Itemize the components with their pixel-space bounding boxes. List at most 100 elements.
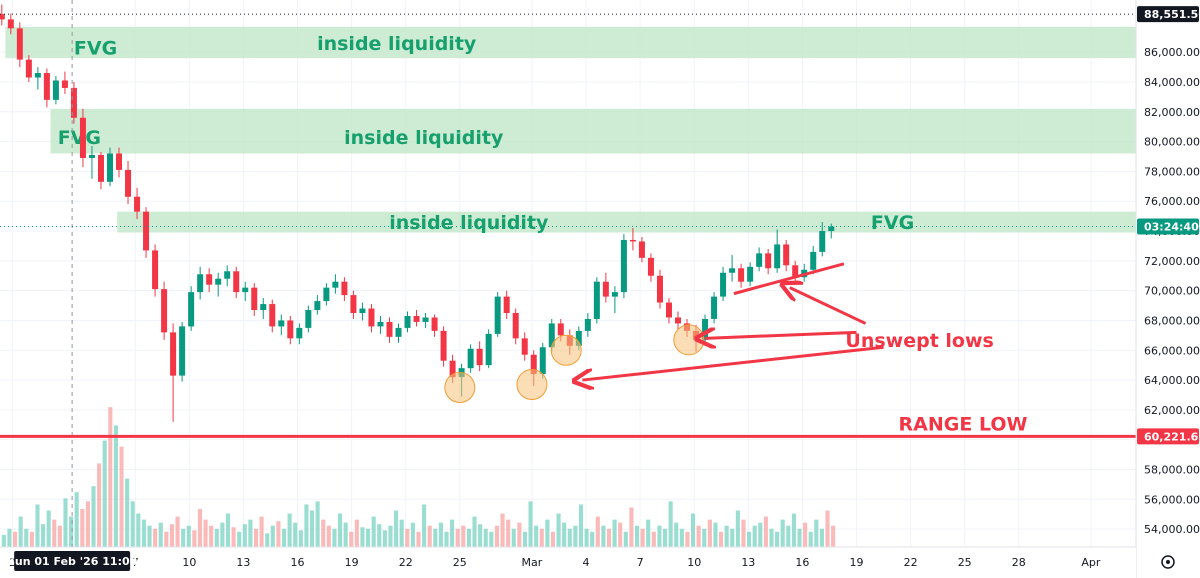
volume-bar: [707, 519, 712, 547]
volume-bar: [690, 513, 696, 547]
time-tick-label: 25: [453, 556, 467, 569]
crosshair-date-label: Sun 01 Feb '26 11:00: [7, 555, 138, 568]
volume-bar: [24, 528, 29, 547]
candle-body: [287, 320, 294, 339]
time-tick-label: 19: [345, 556, 359, 569]
volume-bar: [612, 519, 617, 547]
volume-bar: [797, 528, 802, 547]
candle-body: [440, 330, 447, 361]
crosshair-date-tag: [14, 551, 131, 571]
candle-body: [819, 231, 826, 252]
volume-bar: [276, 521, 281, 547]
volume-bar: [130, 501, 135, 547]
annotation-arrow: [790, 288, 867, 325]
zone-label: inside liquidity: [389, 212, 549, 234]
volume-bar: [629, 507, 634, 547]
time-axis[interactable]: 2 7 10 13 16 19 22 25 Mar 4 7 10 13 16 19 22 25 28 Apr Sun …: [0, 546, 1175, 578]
price-axis[interactable]: 54,000.0056,000.0058,000.0060,000.0062,0…: [1135, 0, 1200, 578]
price-tick-label: 62,000.00: [1144, 404, 1200, 417]
volume-bar: [203, 519, 208, 547]
candle-body: [792, 265, 799, 278]
candle-body: [828, 226, 835, 232]
time-tick-label: 28: [1012, 556, 1026, 569]
volume-bar: [595, 516, 600, 547]
crosshair: [0, 0, 1136, 547]
volume-bar: [545, 519, 550, 547]
volume-bar: [225, 513, 231, 547]
candle-body: [341, 281, 348, 296]
price-tag-bg: [1137, 218, 1199, 235]
candle-body: [476, 348, 483, 366]
volume-bar: [573, 525, 578, 547]
price-tick-label: 78,000.00: [1144, 165, 1200, 178]
volume-bar: [758, 522, 763, 547]
candle-body: [422, 317, 429, 322]
volume-bar: [489, 531, 494, 547]
volume-bar: [825, 510, 830, 547]
volume-bar: [97, 463, 102, 547]
volume-bar: [382, 530, 387, 547]
volume-bars: [1, 407, 836, 547]
candlestick-series[interactable]: [0, 4, 835, 422]
candle-body: [61, 80, 68, 88]
unswept-low-marker: [550, 334, 582, 366]
volume-bar: [141, 519, 146, 547]
volume-bar: [534, 525, 539, 547]
candle-body: [359, 308, 366, 313]
zone-label: FVG: [58, 127, 101, 149]
fvg-zone: [117, 211, 1136, 233]
candle-body: [296, 327, 303, 339]
candle-body: [188, 292, 195, 327]
volume-bar: [735, 510, 740, 547]
volume-bar: [763, 516, 768, 547]
candle-body: [161, 289, 168, 333]
candle-body: [467, 348, 474, 369]
volume-bar: [522, 531, 527, 547]
volume-bar: [321, 519, 326, 547]
candle-body: [332, 281, 339, 288]
candle-body: [747, 266, 754, 282]
volume-bar: [399, 519, 404, 547]
time-tick-label: 7: [637, 556, 644, 569]
volume-bar: [651, 531, 656, 547]
candle-body: [729, 268, 736, 273]
settings-gear-icon[interactable]: [1161, 555, 1175, 569]
candle-body: [674, 317, 681, 324]
unswept-low-marker: [444, 372, 476, 404]
price-axis-bg: [1136, 0, 1200, 578]
volume-bar: [354, 519, 359, 547]
candle-body: [521, 338, 528, 355]
candle-body: [449, 360, 456, 378]
volume-bar: [394, 510, 399, 547]
volume-bar: [287, 513, 292, 547]
volume-bar: [214, 528, 219, 547]
candle-body: [665, 302, 672, 318]
candle-body: [7, 19, 14, 29]
volume-bar: [741, 519, 746, 547]
volume-bar: [819, 528, 824, 547]
time-tick-label: 7: [132, 556, 139, 569]
time-tick-label: 16: [795, 556, 809, 569]
volume-bar: [192, 530, 197, 547]
time-tick-label: 22: [399, 556, 413, 569]
volume-bar: [590, 531, 595, 547]
volume-bar: [438, 522, 443, 547]
candle-body: [593, 281, 600, 319]
price-tick-label: 58,000.00: [1144, 463, 1200, 476]
volume-bar: [326, 525, 331, 547]
volume-bar: [702, 528, 707, 547]
candle-body: [647, 257, 654, 276]
volume-bar: [747, 531, 752, 547]
range-low-line[interactable]: RANGE LOW: [0, 413, 1136, 438]
price-tag-bg: [1137, 6, 1199, 23]
time-tick-label: Mar: [522, 556, 543, 569]
candle-body: [395, 327, 402, 337]
volume-bar: [730, 528, 735, 547]
volume-bar: [63, 498, 68, 547]
candle-body: [350, 295, 357, 313]
price-tick-label: 86,000.00: [1144, 46, 1200, 59]
time-tick-label: 19: [850, 556, 864, 569]
price-tag-bg: [1137, 428, 1199, 445]
